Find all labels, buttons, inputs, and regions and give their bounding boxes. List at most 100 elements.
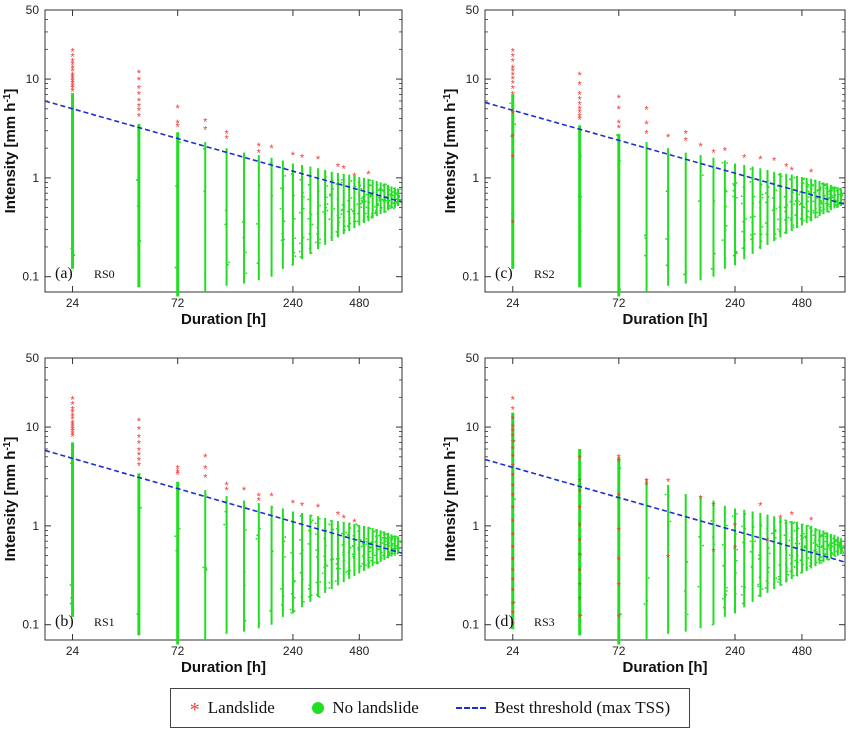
landslide-point: * (70, 76, 75, 88)
no-landslide-point (271, 550, 274, 553)
no-landslide-point (375, 529, 378, 532)
no-landslide-point (347, 551, 350, 554)
landslide-point: * (137, 101, 142, 113)
no-landslide-point (179, 141, 181, 144)
landslide-point: * (617, 123, 622, 135)
no-landslide-point (323, 566, 326, 569)
landslide-point: * (70, 57, 75, 69)
plot-frame (44, 357, 403, 641)
no-landslide-point (353, 212, 356, 215)
no-landslide-point (774, 233, 777, 236)
no-landslide-point (796, 225, 799, 228)
no-landslide-point (683, 590, 686, 593)
landslide-point: * (70, 51, 75, 63)
no-landslide-point (256, 534, 259, 537)
no-landslide-point (513, 601, 516, 604)
no-landslide-point (360, 197, 363, 200)
no-landslide-point (241, 221, 244, 223)
no-landslide-point (310, 514, 313, 517)
no-landslide-point (301, 232, 303, 234)
no-landslide-point (314, 533, 317, 536)
no-landslide-point (816, 551, 819, 553)
landslide-point: * (203, 452, 208, 464)
no-landslide-point (356, 220, 359, 223)
panel-tag: RS3 (534, 615, 555, 629)
no-landslide-point (775, 189, 778, 192)
no-landslide-point (348, 558, 351, 560)
no-landslide-point (279, 207, 282, 210)
no-landslide-point (388, 189, 391, 191)
no-landslide-point (330, 580, 333, 582)
no-landslide-point (817, 558, 820, 561)
no-landslide-point (816, 543, 818, 546)
no-landslide-point (698, 535, 700, 538)
no-landslide-point (396, 193, 398, 196)
no-landslide-point (398, 194, 401, 197)
no-landslide-point (396, 191, 399, 193)
landslide-point: * (316, 502, 321, 514)
landslide-point: * (684, 135, 689, 147)
landslide-point: * (711, 547, 716, 559)
no-landslide-point (794, 200, 797, 202)
no-landslide-point (390, 554, 393, 557)
no-landslide-point (773, 191, 776, 194)
no-landslide-point (819, 206, 822, 209)
no-landslide-point (363, 553, 366, 555)
landslide-point: * (511, 566, 516, 578)
no-landslide-point (646, 600, 649, 602)
landslide-point: * (137, 106, 142, 118)
no-landslide-point (332, 558, 335, 561)
no-landslide-point (824, 540, 827, 543)
landslide-point: * (70, 399, 75, 411)
no-landslide-point (307, 184, 310, 186)
no-landslide-point (842, 545, 845, 547)
no-landslide-point (354, 220, 357, 223)
landslide-point: * (578, 89, 583, 101)
no-landslide-point (174, 266, 177, 269)
no-landslide-point (315, 581, 318, 584)
no-landslide-point (383, 210, 386, 213)
x-tick-label: 24 (66, 644, 80, 658)
no-landslide-point (766, 184, 768, 187)
landslide-point: * (176, 122, 181, 134)
landslide-point: * (511, 74, 516, 86)
no-landslide-point (766, 554, 769, 557)
no-landslide-point (514, 123, 517, 126)
landslide-point: * (70, 74, 75, 86)
y-tick-label: 0.1 (462, 618, 479, 632)
no-landslide-point (780, 520, 782, 523)
no-landslide-point (643, 603, 646, 605)
landslide-point: * (257, 496, 262, 508)
no-landslide-point (71, 181, 74, 184)
no-landslide-point (802, 536, 805, 539)
no-landslide-point (701, 174, 704, 176)
no-landslide-point (368, 201, 371, 204)
no-landslide-point (349, 569, 351, 572)
landslide-point: * (511, 405, 516, 417)
no-landslide-point (330, 226, 333, 229)
landslide-point: * (617, 580, 622, 592)
no-landslide-point (733, 547, 735, 550)
no-landslide-point (375, 535, 377, 538)
no-landslide-point (803, 206, 806, 209)
no-landslide-point (335, 567, 338, 570)
no-landslide-point (363, 185, 366, 188)
landslide-point: * (765, 536, 770, 548)
no-landslide-point (767, 582, 769, 584)
landslide-point: * (70, 66, 75, 78)
no-landslide-point (711, 623, 714, 626)
landslide-point: * (511, 530, 516, 542)
no-landslide-point (733, 184, 735, 187)
no-landslide-point (760, 524, 763, 527)
no-landslide-point (175, 549, 178, 552)
no-landslide-point (360, 545, 363, 548)
no-landslide-point (308, 247, 311, 250)
no-landslide-point (224, 209, 227, 212)
no-landslide-point (783, 195, 786, 198)
no-landslide-point (743, 574, 745, 577)
no-landslide-point (785, 192, 788, 195)
no-landslide-point (282, 515, 284, 518)
no-landslide-point (270, 270, 273, 272)
no-landslide-point (824, 532, 826, 535)
no-landslide-point (342, 208, 345, 211)
